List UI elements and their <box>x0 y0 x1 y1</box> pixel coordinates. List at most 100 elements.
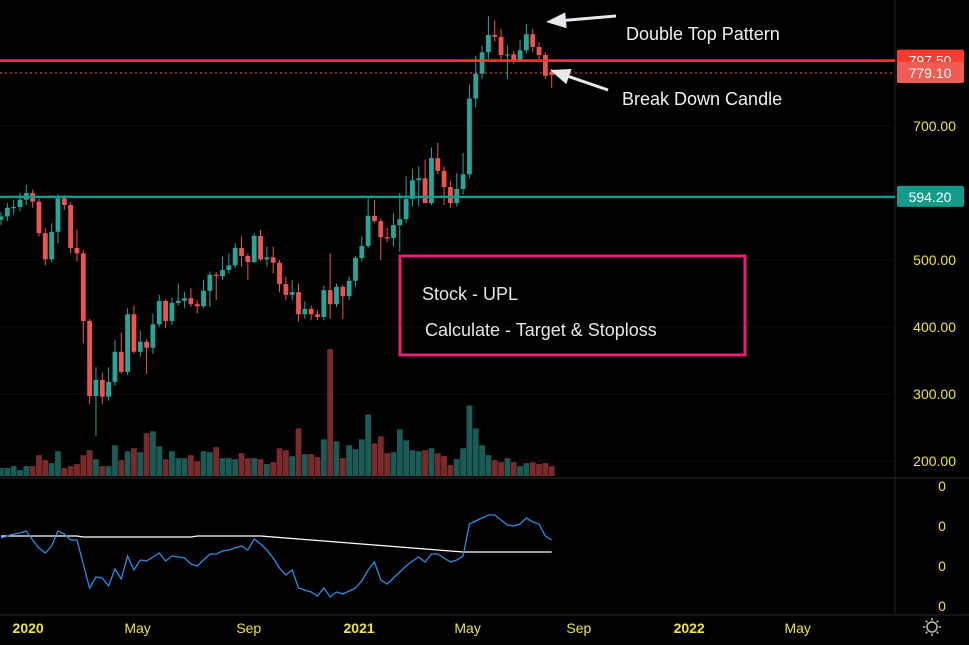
volume-bar <box>346 445 353 476</box>
candle-body <box>365 215 371 246</box>
candle-body <box>201 290 206 307</box>
candle-body <box>80 253 86 321</box>
volume-bar <box>472 428 479 476</box>
candle <box>169 297 175 325</box>
settings-button[interactable] <box>923 618 941 636</box>
candle-body <box>118 351 124 372</box>
candle <box>137 330 143 357</box>
price-tag[interactable] <box>897 62 964 84</box>
volume-bar <box>301 454 308 476</box>
candle-body <box>479 52 485 74</box>
candle <box>144 339 149 374</box>
volume-bar <box>396 429 403 476</box>
volume-bar <box>55 451 61 476</box>
volume-bar <box>74 464 80 476</box>
volume-bar <box>124 451 131 476</box>
candle-body <box>277 262 282 285</box>
candle <box>194 300 200 314</box>
candle-body <box>106 381 112 397</box>
volume-bar <box>314 457 321 476</box>
candle-body <box>416 178 422 181</box>
text-box[interactable] <box>398 254 747 357</box>
time-tick-label: 2022 <box>674 620 705 636</box>
candle <box>448 180 453 208</box>
candle-body <box>169 302 175 321</box>
candle-body <box>131 314 137 352</box>
candle-body <box>74 247 80 254</box>
volume-bar <box>403 440 410 476</box>
volume-bar <box>23 466 30 476</box>
candle <box>99 372 105 405</box>
candle <box>188 288 194 307</box>
price-axis[interactable]: 700.00 500.00 400.00 300.00 200.00 0 0 0 0 <box>913 118 956 614</box>
volume-bar <box>282 450 289 476</box>
candle-body <box>384 237 390 239</box>
candle <box>505 45 510 80</box>
candle-body <box>163 300 168 321</box>
candle-body <box>188 298 194 305</box>
volume-bar <box>542 463 549 476</box>
candle <box>289 280 295 301</box>
candle <box>23 184 29 206</box>
candle <box>460 152 466 195</box>
candle-body <box>55 198 61 232</box>
price-tick-label: 700.00 <box>913 118 956 134</box>
price-tick-label: 400.00 <box>913 319 956 335</box>
price-tag[interactable] <box>897 185 964 207</box>
volume-bar <box>371 443 378 476</box>
volume-bar <box>42 460 49 476</box>
annotations: Double Top Pattern Break Down Candle Sto… <box>398 12 782 357</box>
candle-body <box>289 292 295 295</box>
candle <box>106 367 112 401</box>
indicator-tick-label: 0 <box>938 598 946 614</box>
candle <box>118 332 124 374</box>
candle <box>226 253 232 274</box>
arrow-icon <box>546 12 617 29</box>
candle <box>74 229 80 262</box>
volume-bar <box>99 466 106 476</box>
candle <box>479 45 485 80</box>
candle-body <box>239 247 244 256</box>
volume-bar <box>188 455 194 476</box>
candle-body <box>315 314 320 317</box>
volume-bar <box>175 458 182 476</box>
candle <box>410 168 415 207</box>
candle <box>55 194 61 244</box>
candle-body <box>0 216 4 220</box>
volume-bar <box>308 454 315 476</box>
candle <box>68 202 74 254</box>
time-tick-label: Sep <box>236 620 261 636</box>
volume-bar <box>105 466 112 476</box>
candle <box>429 147 434 206</box>
candle-body <box>258 235 263 260</box>
volume-bar <box>0 468 4 476</box>
candle <box>36 198 42 237</box>
arrow-head <box>550 68 572 85</box>
candle-body <box>220 270 225 277</box>
candle <box>49 223 55 263</box>
candle <box>441 166 447 206</box>
volume-bar <box>48 463 55 476</box>
candle <box>245 253 251 281</box>
volume-bar <box>504 458 511 476</box>
candle <box>42 227 48 266</box>
candle-body <box>4 207 10 217</box>
volume-bar <box>131 448 137 476</box>
candle-body <box>378 221 384 238</box>
volume-bar <box>118 460 125 476</box>
candle <box>372 199 377 224</box>
volume-bar <box>327 349 334 476</box>
volume-bar <box>213 447 220 476</box>
volume-bar <box>517 466 523 476</box>
volume-bar <box>244 458 251 476</box>
candle <box>498 28 504 63</box>
candle <box>321 285 327 321</box>
time-tick-label: 2020 <box>13 620 44 636</box>
time-axis[interactable]: 2020 May Sep 2021 May Sep 2022 May <box>13 620 811 636</box>
candle <box>156 294 162 327</box>
volume-bar <box>422 450 429 476</box>
volume-bar <box>150 431 156 476</box>
time-tick-label: Sep <box>566 620 591 636</box>
